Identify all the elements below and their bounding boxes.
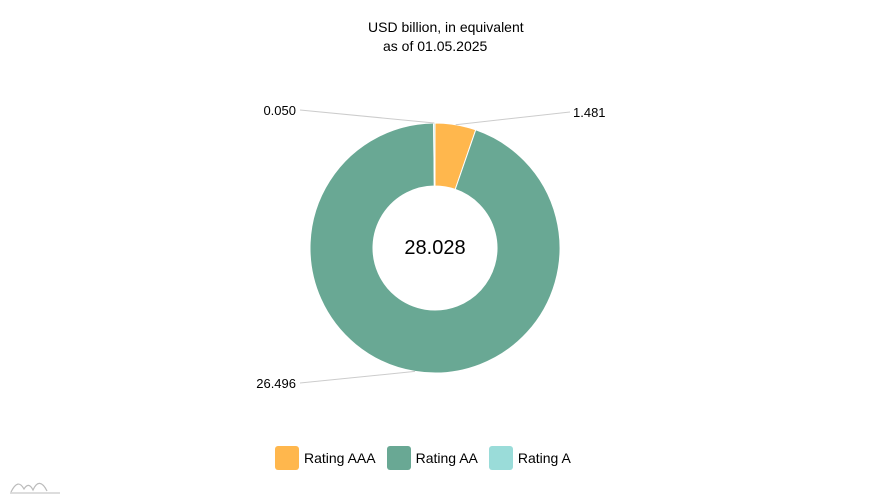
legend-label: Rating A [517, 450, 571, 466]
data-label: 0.050 [263, 103, 296, 118]
legend-item-rating-aaa[interactable]: Rating AAA [275, 446, 376, 470]
data-label: 26.496 [256, 376, 296, 391]
legend-swatch [488, 446, 513, 470]
leader-line [299, 109, 435, 124]
chart-library-logo-icon [10, 482, 60, 494]
leader-line [455, 111, 571, 126]
chart-subtitle: as of 01.05.2025 [383, 38, 488, 54]
legend-label: Rating AAA [304, 450, 376, 466]
chart-title: USD billion, in equivalent [368, 19, 524, 35]
legend-swatch [386, 446, 411, 470]
data-labels: 1.481 26.496 0.050 [256, 103, 605, 391]
legend-item-rating-a[interactable]: Rating A [488, 446, 571, 470]
leader-lines [299, 109, 571, 384]
slice-rating-a[interactable] [433, 122, 436, 187]
legend: Rating AAA Rating AA Rating A [275, 446, 582, 470]
legend-label: Rating AA [415, 450, 478, 466]
donut-chart: 1.481 26.496 0.050 28.028 [256, 103, 605, 391]
legend-item-rating-aa[interactable]: Rating AA [386, 446, 478, 470]
slice-rating-aa[interactable] [309, 122, 561, 374]
donut-slices [309, 122, 561, 374]
data-label: 1.481 [573, 105, 606, 120]
leader-line [299, 370, 416, 384]
legend-swatch [275, 446, 299, 470]
center-total-label: 28.028 [404, 237, 465, 259]
